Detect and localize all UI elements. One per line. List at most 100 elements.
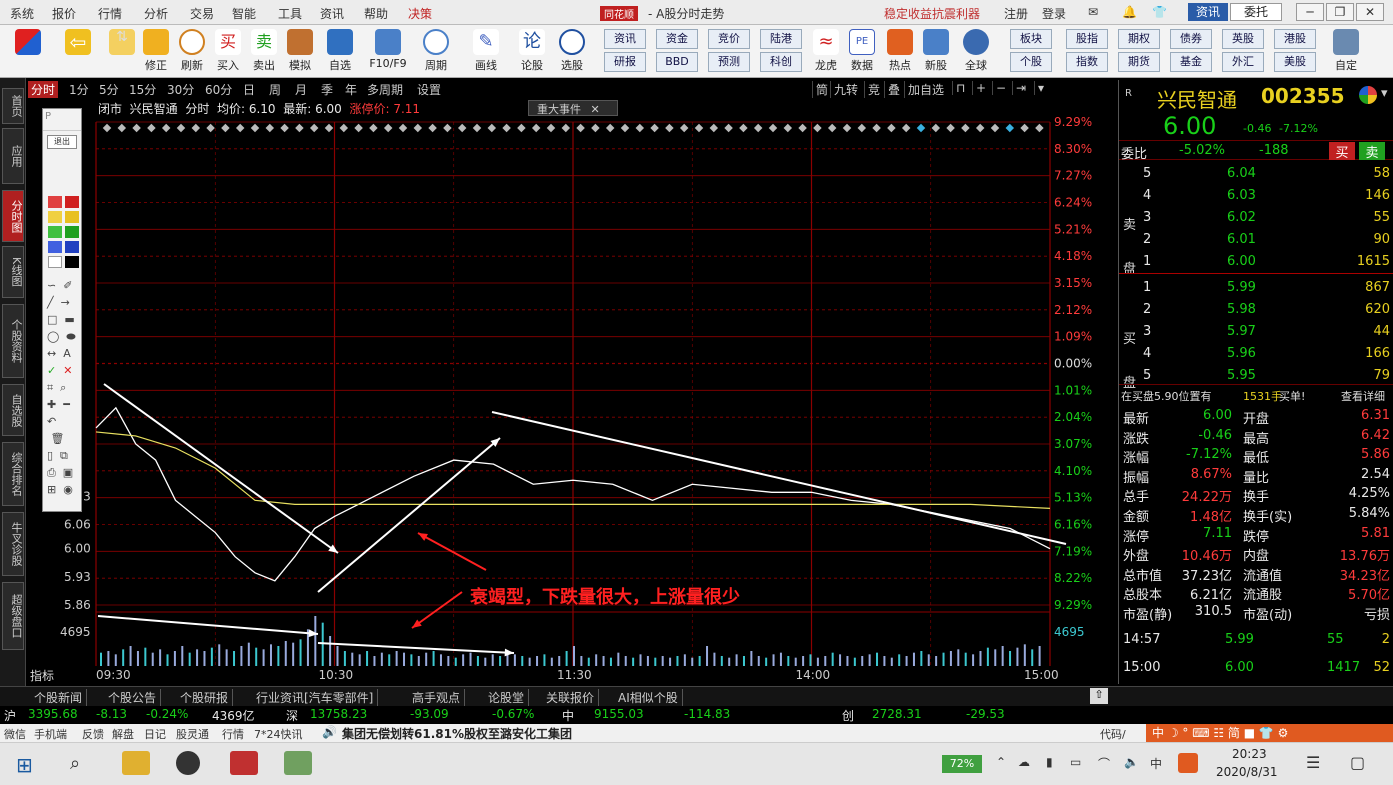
period-day[interactable]: 日 xyxy=(243,83,256,97)
tb-qiquan[interactable]: 期权 xyxy=(1118,29,1160,49)
tb-qihuo[interactable]: 期货 xyxy=(1118,52,1160,72)
arrow-text-tool-icon[interactable]: ↔ A xyxy=(47,347,71,360)
event-marker-icon[interactable] xyxy=(872,123,881,133)
event-marker-icon[interactable] xyxy=(665,123,674,133)
plus-minus-icon[interactable]: ✚ ━ xyxy=(47,398,70,411)
event-marker-icon[interactable] xyxy=(591,123,600,133)
drawline-button[interactable]: ✎ 画线 xyxy=(466,27,506,75)
notification-icon[interactable]: ☰ xyxy=(1306,753,1321,772)
bell-icon[interactable]: 🔔 xyxy=(1122,5,1137,19)
event-marker-icon[interactable] xyxy=(650,123,659,133)
menu-analysis[interactable]: 分析 xyxy=(144,7,169,21)
event-marker-icon[interactable] xyxy=(576,123,585,133)
menu-smart[interactable]: 智能 xyxy=(232,7,257,21)
restore-button[interactable]: ❐ xyxy=(1326,3,1354,21)
period-settings[interactable]: 设置 xyxy=(417,83,442,97)
tb-ganggu[interactable]: 港股 xyxy=(1274,29,1316,49)
tool-jiuzhuan[interactable]: 九转 xyxy=(830,81,861,98)
promo-link[interactable]: 稳定收益抗震利器 xyxy=(884,7,981,21)
menu-tools[interactable]: 工具 xyxy=(278,7,303,21)
tb-gegu[interactable]: 个股 xyxy=(1010,52,1052,72)
stat-row[interactable]: 涨幅 -7.12% 最低 5.86 xyxy=(1119,445,1393,466)
event-marker-icon[interactable] xyxy=(369,123,378,133)
palette-exit-button[interactable]: 退出 xyxy=(47,135,77,149)
zoom-in-icon[interactable]: + xyxy=(972,81,989,95)
sh-index[interactable]: 3395.68 xyxy=(28,707,78,721)
tb-zhishu[interactable]: 指数 xyxy=(1066,52,1108,72)
event-marker-icon[interactable] xyxy=(709,123,719,133)
event-marker-icon[interactable] xyxy=(457,123,467,133)
event-marker-icon[interactable] xyxy=(339,123,349,133)
event-marker-icon[interactable] xyxy=(679,123,689,133)
line-tool-icon[interactable]: ╱ → xyxy=(47,296,70,309)
sogou-icon[interactable] xyxy=(1178,753,1198,773)
event-marker-icon[interactable] xyxy=(206,123,215,133)
bid-row[interactable]: 1 5.99 867 xyxy=(1119,278,1393,298)
nav-watchlist[interactable]: 自选股 xyxy=(2,384,24,436)
stat-row[interactable]: 金额 1.48亿 换手(实) 5.84% xyxy=(1119,504,1393,525)
status-feedback[interactable]: 反馈 xyxy=(82,728,104,741)
event-marker-icon[interactable] xyxy=(147,123,156,133)
cloud-icon[interactable]: ☁ xyxy=(1018,755,1030,769)
login-link[interactable]: 登录 xyxy=(1042,7,1067,21)
curve-tool-icon[interactable]: ∽ ✐ xyxy=(47,279,73,292)
ask-row[interactable]: 2 6.01 90 xyxy=(1119,230,1393,250)
swatch-gold[interactable] xyxy=(65,211,79,223)
notice-detail-link[interactable]: 查看详细 xyxy=(1341,390,1385,403)
ellipse-tool-icon[interactable]: ◯ ⬬ xyxy=(47,330,76,343)
event-marker-icon[interactable] xyxy=(413,123,423,133)
stat-row[interactable]: 总股本 6.21亿 流通股 5.70亿 xyxy=(1119,582,1393,603)
event-marker-icon[interactable] xyxy=(561,123,571,133)
nav-apps[interactable]: 应用 xyxy=(2,128,24,184)
tb-lugang[interactable]: 陆港 xyxy=(760,29,802,49)
event-marker-icon[interactable] xyxy=(739,123,748,133)
status-diary[interactable]: 日记 xyxy=(144,728,166,741)
event-marker-icon[interactable] xyxy=(502,123,511,133)
color-wheel-icon[interactable] xyxy=(1359,86,1377,104)
bid-row[interactable]: 5 5.95 79 xyxy=(1119,366,1393,386)
event-marker-icon[interactable] xyxy=(117,123,127,133)
tb-bbd[interactable]: BBD xyxy=(656,52,698,72)
event-marker-icon[interactable] xyxy=(324,123,334,133)
bid-row[interactable]: 4 5.96 166 xyxy=(1119,344,1393,364)
search-icon[interactable]: ⌕ xyxy=(70,753,81,774)
tb-jijin[interactable]: 基金 xyxy=(1170,52,1212,72)
event-marker-icon[interactable] xyxy=(975,123,985,133)
global-button[interactable]: 全球 xyxy=(956,27,996,75)
volume-icon[interactable]: 🔈 xyxy=(1124,755,1139,769)
battery-indicator[interactable]: 72% xyxy=(942,755,982,773)
event-marker-icon[interactable] xyxy=(250,123,260,133)
jump-end-icon[interactable]: ⇥ xyxy=(1012,81,1029,95)
stat-row[interactable]: 市盈(静) 310.5 市盈(动) 亏损 xyxy=(1119,602,1393,623)
pickstock-button[interactable]: 选股 xyxy=(552,27,592,75)
chevron-down-icon[interactable]: ▾ xyxy=(1034,81,1047,95)
news-tab-stock-news[interactable]: 个股新闻 xyxy=(30,689,88,706)
event-marker-icon[interactable] xyxy=(783,123,793,133)
shirt-icon[interactable]: 👕 xyxy=(1152,5,1167,19)
event-marker-icon[interactable] xyxy=(102,123,112,133)
swatch-red[interactable] xyxy=(48,196,62,208)
swatch-yellow[interactable] xyxy=(48,211,62,223)
event-marker-icon[interactable] xyxy=(1035,123,1044,133)
event-marker-icon[interactable] xyxy=(531,123,541,133)
tool-overlay[interactable]: 叠 xyxy=(884,81,903,98)
rect-tool-icon[interactable]: □ ▬ xyxy=(47,313,75,326)
event-marker-icon[interactable] xyxy=(443,123,452,133)
tonghuashun-taskbar-icon[interactable] xyxy=(230,751,258,775)
quick-buy-button[interactable]: 买 xyxy=(1329,142,1355,161)
period-month[interactable]: 月 xyxy=(295,83,308,97)
status-market[interactable]: 行情 xyxy=(222,728,244,741)
period-30m[interactable]: 30分 xyxy=(167,83,195,97)
event-marker-icon[interactable] xyxy=(472,123,482,133)
mail-icon[interactable]: ✉ xyxy=(1088,5,1099,19)
custom-button[interactable]: 自定 xyxy=(1326,27,1366,75)
event-marker-icon[interactable] xyxy=(354,123,363,133)
nav-superbook[interactable]: 超级盘口 xyxy=(2,582,24,650)
buy-button[interactable]: 买买入 xyxy=(208,27,248,75)
menu-decision[interactable]: 决策 xyxy=(408,7,433,21)
image-app-icon[interactable] xyxy=(284,751,312,775)
f10-button[interactable]: F10/F9 xyxy=(368,27,408,75)
event-marker-icon[interactable] xyxy=(857,123,867,133)
nav-timeshare[interactable]: 分时图 xyxy=(2,190,24,242)
brush-size-picker[interactable] xyxy=(43,153,81,193)
